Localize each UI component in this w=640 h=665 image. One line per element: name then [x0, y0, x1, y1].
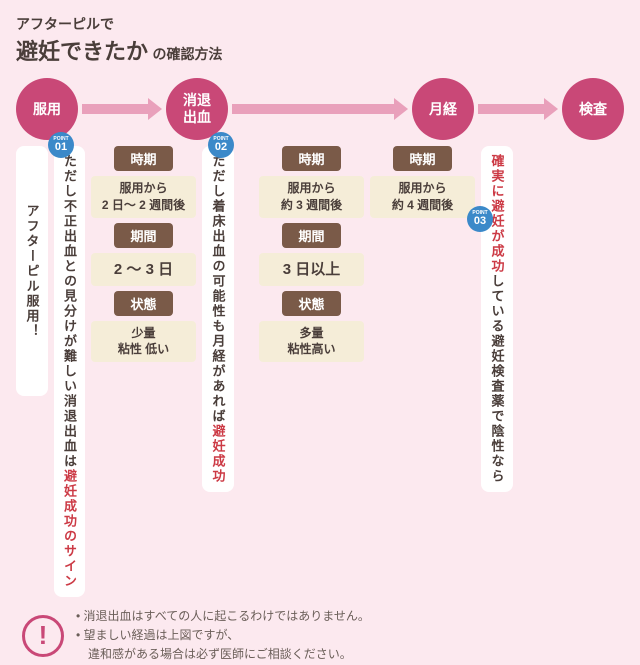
tag-timing: 時期	[282, 146, 340, 171]
desc-box-2: ただし着床出血の可能性も 月経があれば避妊成功	[202, 146, 234, 492]
val-state-1: 少量 粘性 低い	[91, 321, 196, 363]
header-suffix: の確認方法	[152, 46, 222, 62]
step-2: 消退 出血	[166, 78, 228, 140]
tag-duration: 期間	[282, 223, 340, 248]
step-3: 月経	[412, 78, 474, 140]
val-duration-1: 2 ～ 3 日	[91, 253, 196, 286]
notes-row: ! • 消退出血はすべての人に起こるわけではありません。 • 望ましい経過は上図…	[16, 607, 624, 665]
data-col-1: 時期 服用から 2 日～ 2 週間後 期間 2 ～ 3 日 状態 少量 粘性 低…	[91, 146, 196, 362]
intro-box: アフターピル服用！	[16, 146, 48, 396]
note-1: • 消退出血はすべての人に起こるわけではありません。	[76, 607, 370, 626]
val-timing-2: 服用から 約 3 週間後	[259, 176, 364, 218]
point-badge-1: POINT 01	[48, 132, 74, 158]
val-timing-1: 服用から 2 日～ 2 週間後	[91, 176, 196, 218]
val-state-2: 多量 粘性高い	[259, 321, 364, 363]
tag-timing: 時期	[114, 146, 172, 171]
col-intro: POINT 01 アフターピル服用！	[16, 146, 48, 396]
desc-box-1: ただし不正出血との見分けが難しい 消退出血は避妊成功のサイン	[54, 146, 86, 597]
header-line2-wrap: 避妊できたか の確認方法	[16, 34, 624, 66]
header: アフターピルで 避妊できたか の確認方法	[16, 14, 624, 66]
note-2: • 望ましい経過は上図ですが、	[76, 626, 370, 645]
arrow-icon	[232, 98, 408, 120]
main-grid: POINT 01 アフターピル服用！ ただし不正出血との見分けが難しい 消退出血…	[16, 146, 624, 597]
val-timing-3: 服用から 約 4 週間後	[370, 176, 475, 218]
tag-state: 状態	[114, 291, 172, 316]
exclamation-icon: !	[22, 615, 64, 657]
data-col-3: 時期 服用から 約 4 週間後	[370, 146, 475, 218]
header-line1: アフターピルで	[16, 14, 624, 34]
step-1: 服用	[16, 78, 78, 140]
point-badge-3: POINT 03	[467, 206, 493, 232]
desc-wrap-2: POINT 02 ただし着床出血の可能性も 月経があれば避妊成功	[202, 146, 253, 492]
data-col-2: 時期 服用から 約 3 週間後 期間 3 日以上 状態 多量 粘性高い	[259, 146, 364, 362]
tag-duration: 期間	[114, 223, 172, 248]
desc-box-3: 確実に避妊が成功している 避妊検査薬で陰性なら	[481, 146, 513, 492]
val-duration-2: 3 日以上	[259, 253, 364, 286]
desc-wrap-3: POINT 03 確実に避妊が成功している 避妊検査薬で陰性なら	[481, 146, 532, 492]
arrow-icon	[478, 98, 558, 120]
notes-text: • 消退出血はすべての人に起こるわけではありません。 • 望ましい経過は上図です…	[76, 607, 370, 665]
flow-row: 服用 消退 出血 月経 検査	[16, 78, 624, 140]
header-bold: 避妊できたか	[16, 39, 148, 64]
step-4: 検査	[562, 78, 624, 140]
note-3: 違和感がある場合は必ず医師にご相談ください。	[76, 645, 370, 664]
tag-timing: 時期	[393, 146, 451, 171]
tag-state: 状態	[282, 291, 340, 316]
arrow-icon	[82, 98, 162, 120]
point-badge-2: POINT 02	[208, 132, 234, 158]
